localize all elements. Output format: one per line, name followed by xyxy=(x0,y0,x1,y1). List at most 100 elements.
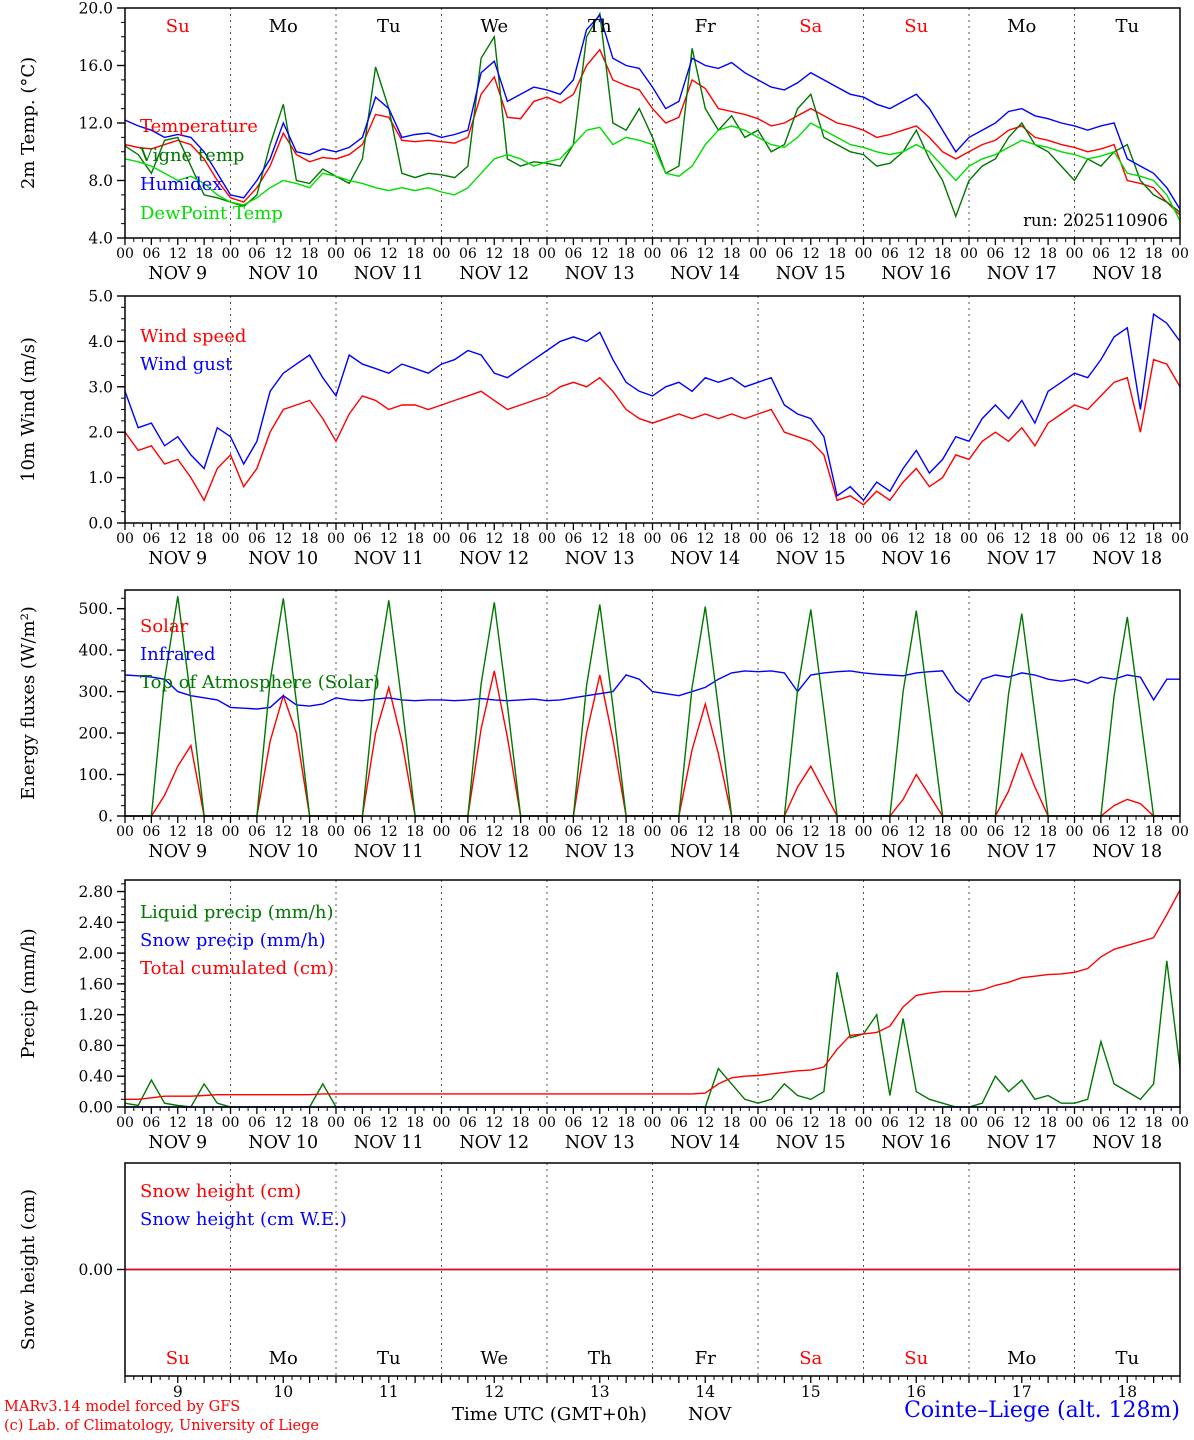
hour-tick-label: 18 xyxy=(617,824,635,840)
hour-tick-label: 06 xyxy=(353,824,371,840)
hour-tick-label: 12 xyxy=(591,1115,609,1131)
date-label: NOV 10 xyxy=(248,549,318,569)
hour-tick-label: 00 xyxy=(644,531,662,547)
day-name-label: Tu xyxy=(1115,16,1139,37)
hour-tick-label: 06 xyxy=(881,824,899,840)
date-label: NOV 15 xyxy=(776,1133,846,1153)
hour-tick-label: 18 xyxy=(195,246,213,262)
date-label: NOV 11 xyxy=(354,842,424,862)
hour-tick-label: 06 xyxy=(1092,824,1110,840)
date-label: NOV 17 xyxy=(987,842,1057,862)
date-label: NOV 15 xyxy=(776,842,846,862)
hour-tick-label: 18 xyxy=(828,531,846,547)
hour-tick-label: 00 xyxy=(433,824,451,840)
hour-tick-label: 00 xyxy=(749,531,767,547)
hour-tick-label: 06 xyxy=(142,1115,160,1131)
hour-tick-label: 06 xyxy=(881,531,899,547)
hour-tick-label: 12 xyxy=(169,1115,187,1131)
hour-tick-label: 06 xyxy=(881,1115,899,1131)
date-label: NOV 11 xyxy=(354,549,424,569)
hour-tick-label: 06 xyxy=(986,824,1004,840)
date-label: NOV 14 xyxy=(670,264,740,284)
hour-tick-label: 00 xyxy=(1066,1115,1084,1131)
run-label: run: 2025110906 xyxy=(1023,211,1168,230)
time-axis-label: Time UTC (GMT+0h) xyxy=(452,1404,647,1425)
day-number-label: 13 xyxy=(590,1383,610,1401)
hour-tick-label: 12 xyxy=(696,824,714,840)
hour-tick-label: 00 xyxy=(116,246,134,262)
hour-tick-label: 12 xyxy=(380,1115,398,1131)
hour-tick-label: 00 xyxy=(855,531,873,547)
hour-tick-label: 06 xyxy=(1092,1115,1110,1131)
hour-tick-label: 06 xyxy=(459,824,477,840)
date-label: NOV 16 xyxy=(881,842,951,862)
hour-tick-label: 18 xyxy=(1145,1115,1163,1131)
date-label: NOV 10 xyxy=(248,842,318,862)
y-tick-label: 4.0 xyxy=(88,230,113,248)
hour-tick-label: 12 xyxy=(380,824,398,840)
legend-temperature: Temperature xyxy=(140,116,258,137)
y-axis-title-snow_height: Snow height (cm) xyxy=(18,1189,39,1350)
hour-tick-label: 18 xyxy=(1145,531,1163,547)
hour-tick-label: 00 xyxy=(433,246,451,262)
date-label: NOV 11 xyxy=(354,264,424,284)
hour-tick-label: 00 xyxy=(327,531,345,547)
hour-tick-label: 00 xyxy=(222,246,240,262)
hour-tick-label: 00 xyxy=(1171,531,1189,547)
date-label: NOV 9 xyxy=(148,1133,207,1153)
date-label: NOV 18 xyxy=(1092,842,1162,862)
hour-tick-label: 18 xyxy=(828,824,846,840)
hour-tick-label: 18 xyxy=(723,246,741,262)
date-label: NOV 15 xyxy=(776,549,846,569)
series-humidex-line xyxy=(124,13,1181,210)
hour-tick-label: 00 xyxy=(116,1115,134,1131)
hour-tick-label: 06 xyxy=(986,246,1004,262)
hour-tick-label: 06 xyxy=(142,531,160,547)
hour-tick-label: 12 xyxy=(802,1115,820,1131)
hour-tick-label: 00 xyxy=(1066,824,1084,840)
date-label: NOV 13 xyxy=(565,1133,635,1153)
y-axis-title-temperature: 2m Temp. (°C) xyxy=(18,57,39,189)
date-label: NOV 18 xyxy=(1092,264,1162,284)
day-name-label: Su xyxy=(166,16,190,37)
hour-tick-label: 12 xyxy=(907,246,925,262)
hour-tick-label: 18 xyxy=(406,531,424,547)
hour-tick-label: 00 xyxy=(1171,246,1189,262)
date-label: NOV 13 xyxy=(565,549,635,569)
hour-tick-label: 00 xyxy=(433,531,451,547)
day-name-label: Su xyxy=(904,1348,928,1369)
y-tick-label: 12.0 xyxy=(78,115,113,133)
y-axis-title-precip: Precip (mm/h) xyxy=(18,928,39,1058)
hour-tick-label: 06 xyxy=(248,531,266,547)
hour-tick-label: 00 xyxy=(960,531,978,547)
hour-tick-label: 18 xyxy=(723,531,741,547)
month-label: NOV xyxy=(688,1404,732,1425)
day-name-label: Tu xyxy=(1115,1348,1139,1369)
hour-tick-label: 18 xyxy=(301,531,319,547)
hour-tick-label: 12 xyxy=(591,531,609,547)
hour-tick-label: 00 xyxy=(644,824,662,840)
hour-tick-label: 12 xyxy=(169,824,187,840)
hour-tick-label: 06 xyxy=(459,531,477,547)
date-label: NOV 14 xyxy=(670,1133,740,1153)
legend-wind-speed: Wind speed xyxy=(140,326,246,347)
hour-tick-label: 18 xyxy=(195,531,213,547)
series-temperature-line xyxy=(124,48,1181,216)
hour-tick-label: 18 xyxy=(1039,824,1057,840)
hour-tick-label: 06 xyxy=(775,824,793,840)
date-label: NOV 14 xyxy=(670,842,740,862)
hour-tick-label: 12 xyxy=(1118,1115,1136,1131)
panel-precip: 0.00 0.40 0.80 1.20 1.60 2.00 2.40 2.80 Precip (… xyxy=(18,879,1181,1117)
day-name-label: Th xyxy=(588,16,612,37)
y-tick-label: 200. xyxy=(78,725,113,743)
hour-tick-label: 12 xyxy=(591,246,609,262)
hour-tick-label: 00 xyxy=(1171,1115,1189,1131)
day-name-label: Tu xyxy=(377,16,401,37)
hour-tick-label: 12 xyxy=(591,824,609,840)
hour-tick-label: 06 xyxy=(1092,531,1110,547)
hour-tick-label: 12 xyxy=(802,246,820,262)
hour-tick-label: 18 xyxy=(934,1115,952,1131)
day-number-label: 10 xyxy=(273,1383,293,1401)
hour-tick-label: 06 xyxy=(986,1115,1004,1131)
hour-tick-label: 18 xyxy=(1039,531,1057,547)
